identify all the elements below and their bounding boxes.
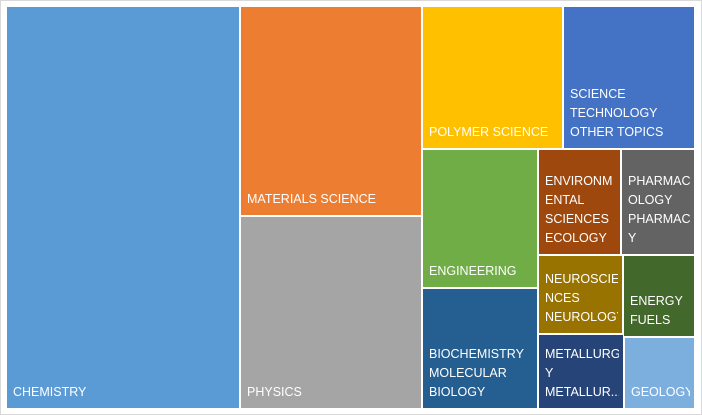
treemap-tile-energy-fuels: ENERGY FUELS bbox=[623, 255, 695, 337]
treemap-label-line: METALLURG bbox=[545, 347, 619, 361]
treemap-label-environmental-sciences-ecology: ENVIRONM ENTAL SCIENCES ECOLOGY bbox=[545, 172, 616, 248]
treemap-label-line: BIOLOGY bbox=[429, 385, 486, 399]
treemap-label-line: CHEMISTRY bbox=[13, 385, 87, 399]
treemap-label-line: POLYMER SCIENCE bbox=[429, 125, 549, 139]
treemap-tile-engineering: ENGINEERING bbox=[422, 149, 538, 288]
treemap-tile-polymer-science: POLYMER SCIENCE bbox=[422, 6, 563, 149]
treemap-label-materials-science: MATERIALS SCIENCE bbox=[247, 190, 417, 209]
treemap-label-biochemistry-molecular-biology: BIOCHEMISTRY MOLECULAR BIOLOGY bbox=[429, 345, 533, 402]
treemap-tile-metallurgy-metallurgical-engineering: METALLURG Y METALLUR... bbox=[538, 334, 624, 409]
treemap-label-pharmacology-pharmacy: PHARMAC OLOGY PHARMAC Y bbox=[628, 172, 690, 248]
treemap-label-geology: GEOLOGY bbox=[631, 383, 690, 402]
treemap-tile-pharmacology-pharmacy: PHARMAC OLOGY PHARMAC Y bbox=[621, 149, 695, 255]
treemap-tile-chemistry: CHEMISTRY bbox=[6, 6, 240, 409]
treemap-label-line: ECOLOGY bbox=[545, 231, 607, 245]
treemap-label-line: ENTAL bbox=[545, 193, 585, 207]
treemap-label-physics: PHYSICS bbox=[247, 383, 417, 402]
treemap-label-line: NCES bbox=[545, 291, 580, 305]
treemap-label-line: OTHER TOPICS bbox=[570, 125, 664, 139]
treemap-label-engineering: ENGINEERING bbox=[429, 262, 533, 281]
treemap-label-line: ENVIRONM bbox=[545, 174, 613, 188]
treemap-label-line: PHARMAC bbox=[628, 212, 690, 226]
treemap-label-science-technology-other-topics: SCIENCE TECHNOLOGY OTHER TOPICS bbox=[570, 85, 690, 142]
treemap-label-line: GEOLOGY bbox=[631, 385, 690, 399]
treemap-label-line: Y bbox=[545, 366, 554, 380]
treemap-tile-biochemistry-molecular-biology: BIOCHEMISTRY MOLECULAR BIOLOGY bbox=[422, 288, 538, 409]
treemap-tile-geology: GEOLOGY bbox=[624, 337, 695, 409]
treemap-label-neurosciences-neurology: NEUROSCIE NCES NEUROLOGY bbox=[545, 270, 618, 327]
treemap-label-line: OLOGY bbox=[628, 193, 673, 207]
treemap-tile-science-technology-other-topics: SCIENCE TECHNOLOGY OTHER TOPICS bbox=[563, 6, 695, 149]
treemap-label-chemistry: CHEMISTRY bbox=[13, 383, 235, 402]
treemap-tile-materials-science: MATERIALS SCIENCE bbox=[240, 6, 422, 216]
treemap-tile-neurosciences-neurology: NEUROSCIE NCES NEUROLOGY bbox=[538, 255, 623, 334]
treemap-label-line: PHYSICS bbox=[247, 385, 302, 399]
treemap-label-line: FUELS bbox=[630, 313, 671, 327]
treemap-label-line: NEUROLOGY bbox=[545, 310, 618, 324]
treemap-label-line: ENERGY bbox=[630, 294, 683, 308]
treemap-tile-environmental-sciences-ecology: ENVIRONM ENTAL SCIENCES ECOLOGY bbox=[538, 149, 621, 255]
treemap-label-line: TECHNOLOGY bbox=[570, 106, 658, 120]
treemap-label-line: METALLUR... bbox=[545, 385, 619, 399]
treemap-label-metallurgy-metallurgical-engineering: METALLURG Y METALLUR... bbox=[545, 345, 619, 402]
treemap-label-line: Y bbox=[628, 231, 637, 245]
treemap-label-line: NEUROSCIE bbox=[545, 272, 618, 286]
treemap-label-line: BIOCHEMISTRY bbox=[429, 347, 524, 361]
treemap-label-polymer-science: POLYMER SCIENCE bbox=[429, 123, 558, 142]
treemap-label-line: MATERIALS SCIENCE bbox=[247, 192, 376, 206]
treemap-label-line: PHARMAC bbox=[628, 174, 690, 188]
treemap-tile-physics: PHYSICS bbox=[240, 216, 422, 409]
treemap-label-line: ENGINEERING bbox=[429, 264, 517, 278]
treemap-label-line: SCIENCE bbox=[570, 87, 626, 101]
treemap-label-line: SCIENCES bbox=[545, 212, 609, 226]
treemap-label-energy-fuels: ENERGY FUELS bbox=[630, 292, 690, 330]
treemap-label-line: MOLECULAR bbox=[429, 366, 507, 380]
